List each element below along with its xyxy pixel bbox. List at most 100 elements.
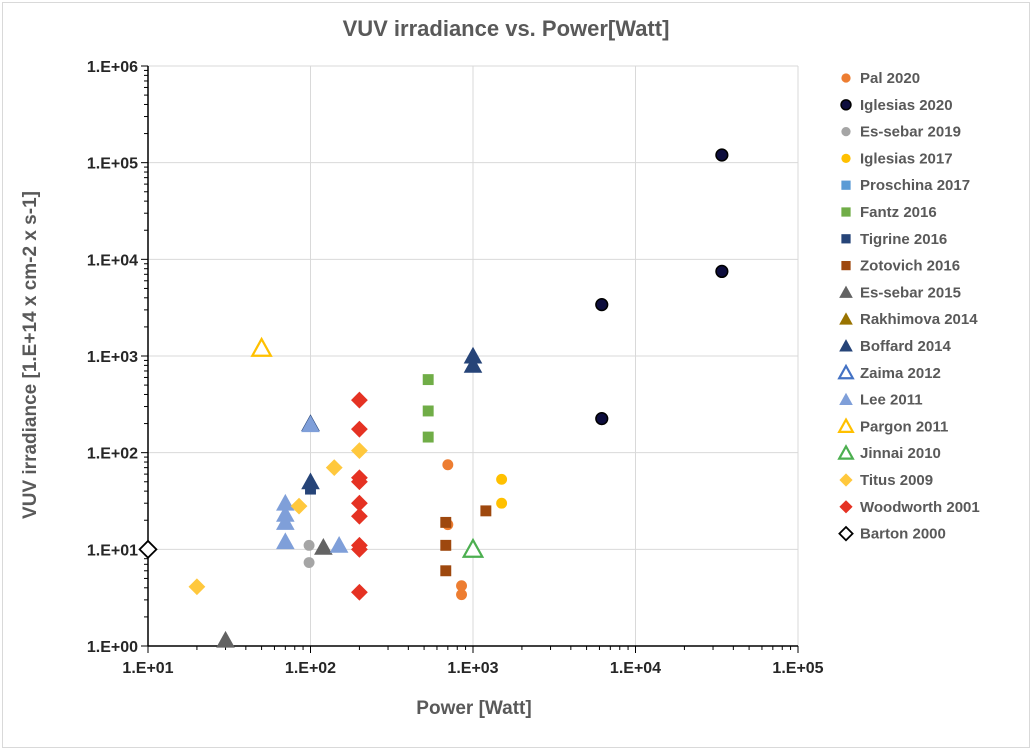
legend-entry: Zaima 2012 (837, 363, 941, 382)
data-point (188, 578, 206, 596)
series-16 (351, 391, 368, 601)
data-point (715, 264, 729, 279)
legend-entry: Boffard 2014 (839, 338, 952, 355)
legend-entry: Pargon 2011 (837, 417, 948, 435)
data-point (351, 507, 368, 525)
legend-marker (841, 234, 851, 244)
data-point (351, 583, 368, 601)
data-point (456, 580, 467, 592)
legend-marker (841, 207, 851, 217)
legend-marker (841, 180, 851, 190)
series-13 (250, 336, 273, 357)
data-point (440, 516, 452, 528)
legend-marker (837, 444, 855, 460)
y-tick-label: 1.E+06 (87, 59, 138, 76)
data-point (715, 148, 729, 162)
legend-entry: Titus 2009 (839, 472, 933, 489)
data-point (329, 536, 349, 553)
series-7 (440, 505, 492, 577)
data-point (422, 405, 434, 417)
data-point (314, 537, 333, 555)
data-point (456, 589, 467, 601)
x-tick-label: 1.E+02 (285, 660, 336, 677)
y-tick-label: 1.E+04 (87, 252, 138, 269)
legend-label: Iglesias 2017 (860, 150, 953, 167)
legend-marker (841, 153, 851, 164)
legend-entry: Fantz 2016 (841, 204, 937, 221)
legend: Pal 2020 Iglesias 2020 Es-sebar 2019 Iglesi… (837, 70, 980, 543)
y-axis-label: VUV irradiance [1.E+14 x cm-2 x s-1] (20, 191, 41, 519)
legend-entry: Jinnai 2010 (837, 444, 941, 462)
series-14 (461, 537, 485, 558)
series-3 (496, 473, 508, 509)
legend-label: Zaima 2012 (860, 365, 941, 382)
data-point (595, 298, 609, 312)
data-point (440, 565, 452, 577)
y-tick-labels: 1.E+00 1.E+01 1.E+02 1.E+03 1.E+04 1.E+05 1.E+… (87, 59, 138, 656)
data-point (463, 356, 483, 373)
legend-entry: Woodworth 2001 (839, 499, 980, 516)
data-point (276, 513, 295, 530)
legend-marker (837, 363, 855, 380)
data-point (351, 391, 368, 409)
data-point (303, 557, 315, 569)
legend-entry: Es-sebar 2015 (839, 284, 961, 301)
data-point (290, 497, 308, 515)
legend-marker (839, 339, 853, 352)
chart-title: VUV irradiance vs. Power[Watt] (343, 16, 670, 41)
x-tick-labels: 1.E+01 1.E+02 1.E+03 1.E+04 1.E+05 (122, 660, 823, 677)
legend-label: Barton 2000 (860, 526, 946, 543)
legend-entry: Iglesias 2017 (841, 150, 953, 167)
legend-entry: Iglesias 2020 (840, 97, 953, 114)
y-tick-label: 1.E+02 (87, 446, 138, 463)
data-point (480, 505, 492, 517)
x-tick-label: 1.E+03 (447, 660, 498, 677)
data-point (422, 374, 434, 386)
legend-marker (839, 312, 853, 325)
series-5 (422, 374, 434, 443)
legend-label: Iglesias 2020 (860, 97, 953, 114)
y-tick-label: 1.E+01 (87, 542, 138, 559)
legend-marker (839, 392, 853, 406)
series-0 (442, 459, 467, 601)
data-point (303, 539, 315, 551)
legend-marker (841, 73, 851, 83)
legend-marker (837, 417, 855, 433)
legend-label: Jinnai 2010 (860, 445, 941, 462)
legend-entry: Lee 2011 (839, 392, 923, 409)
data-point (422, 431, 434, 443)
legend-entry: Tigrine 2016 (841, 231, 947, 248)
series-1 (595, 148, 729, 426)
legend-label: Proschina 2017 (860, 177, 970, 194)
legend-label: Es-sebar 2019 (860, 124, 961, 141)
data-point (463, 346, 483, 364)
legend-label: Lee 2011 (860, 392, 923, 409)
legend-entry: Rakhimova 2014 (839, 311, 978, 328)
x-axis-label: Power [Watt] (416, 698, 531, 719)
data-point (301, 472, 320, 490)
series-12 (276, 415, 349, 553)
x-tick-label: 1.E+01 (122, 660, 173, 677)
series-2 (303, 539, 315, 569)
data-point (138, 539, 158, 560)
legend-entry: Es-sebar 2019 (841, 124, 961, 141)
data-point (250, 336, 273, 357)
legend-label: Rakhimova 2014 (860, 311, 978, 328)
legend-entry: Zotovich 2016 (841, 258, 960, 275)
series-15 (188, 442, 368, 596)
data-point (351, 473, 368, 491)
legend-label: Boffard 2014 (860, 338, 952, 355)
legend-marker (839, 473, 853, 487)
data-point (442, 459, 454, 471)
data-point (351, 442, 368, 460)
data-point (301, 415, 320, 433)
data-point (325, 459, 343, 477)
legend-marker (838, 525, 854, 542)
data-point (276, 493, 295, 511)
legend-marker (841, 260, 851, 271)
data-point (351, 540, 368, 558)
legend-entry: Proschina 2017 (841, 177, 970, 194)
legend-marker (840, 99, 852, 111)
legend-label: Pargon 2011 (860, 418, 948, 435)
